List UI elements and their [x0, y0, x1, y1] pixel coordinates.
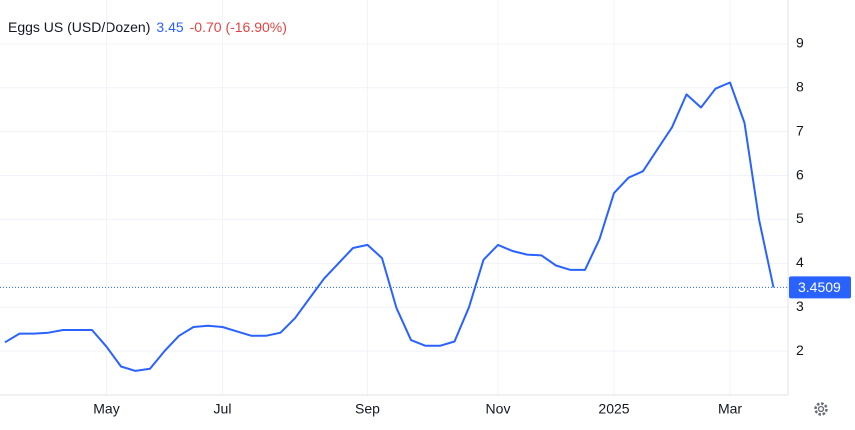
- y-tick-label: 5: [796, 210, 804, 226]
- x-tick-label: Sep: [355, 401, 380, 417]
- x-tick-label: May: [93, 401, 119, 417]
- y-tick-label: 3: [796, 298, 804, 314]
- last-value-box: [789, 276, 851, 299]
- settings-icon[interactable]: [814, 402, 828, 416]
- last-value-label: 3.4509: [798, 279, 841, 295]
- y-tick-label: 4: [796, 254, 804, 270]
- x-tick-label: Jul: [214, 401, 232, 417]
- line-series: [4, 81, 775, 372]
- title: Eggs US (USD/Dozen): [8, 19, 150, 35]
- y-tick-label: 8: [796, 78, 804, 94]
- x-tick-label: Nov: [486, 401, 511, 417]
- gear-hub: [817, 405, 825, 413]
- y-tick-label: 9: [796, 35, 804, 51]
- x-tick-label: Mar: [718, 401, 742, 417]
- chart-title: Eggs US (USD/Dozen) 3.45 -0.70 (-16.90%): [8, 19, 287, 35]
- y-tick-label: 6: [796, 166, 804, 182]
- x-tick-label: 2025: [598, 401, 629, 417]
- change: -0.70 (-16.90%): [190, 19, 287, 35]
- price: 3.45: [156, 19, 183, 35]
- gear-teeth: [814, 402, 828, 416]
- y-tick-label: 7: [796, 122, 804, 138]
- y-tick-label: 2: [796, 342, 804, 358]
